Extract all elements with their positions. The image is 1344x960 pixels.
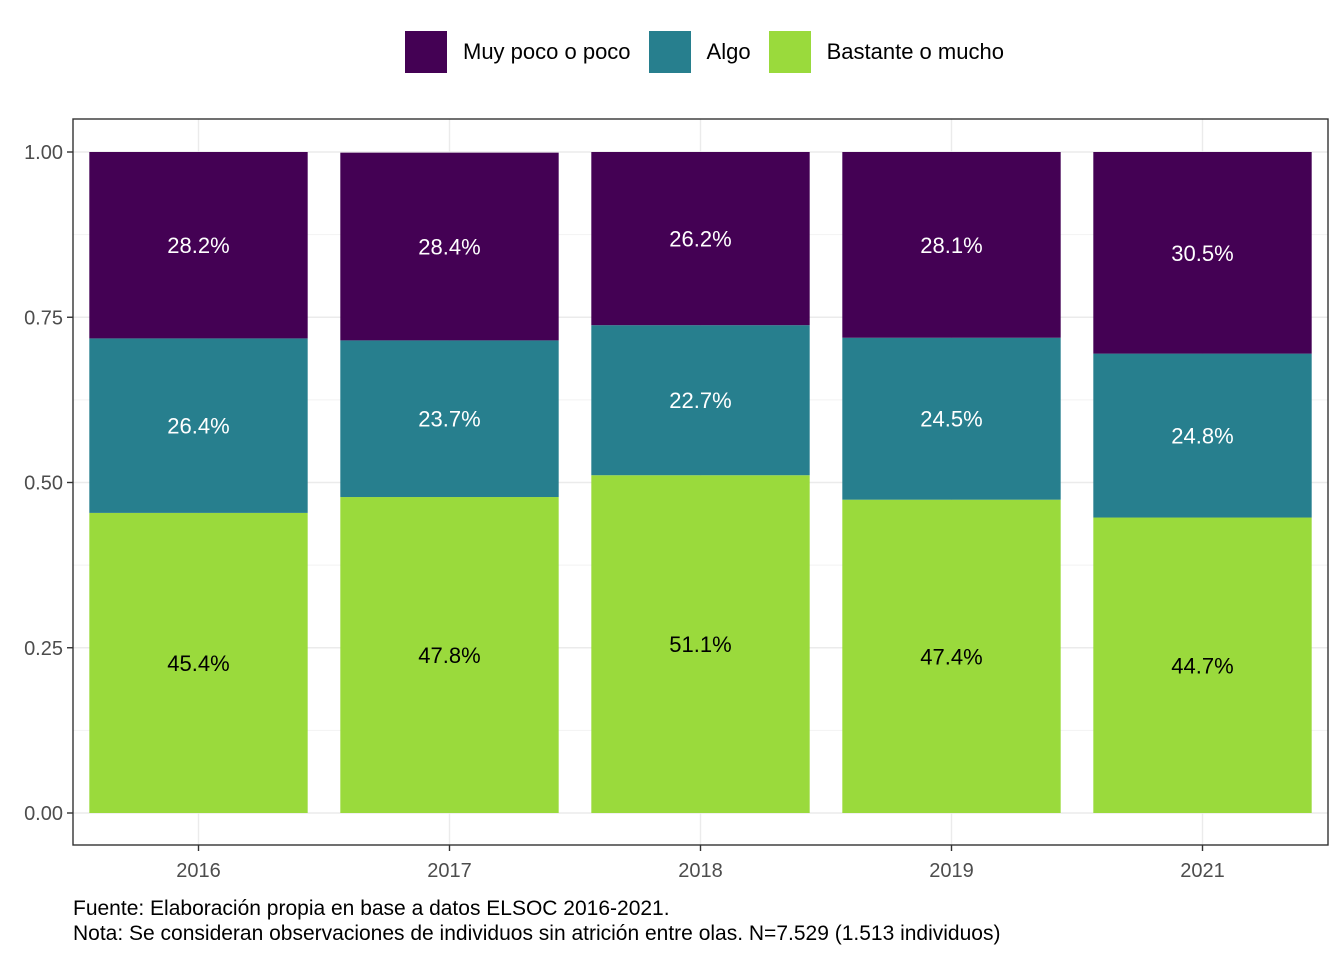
data-label-muy-poco-o-poco-2021: 30.5% <box>1171 241 1233 266</box>
legend-item-algo: Algo <box>648 31 751 73</box>
bar-muy-poco-o-poco-2017 <box>340 152 559 341</box>
data-label-muy-poco-o-poco-2018: 26.2% <box>669 227 731 252</box>
data-label-bastante-o-mucho-2016: 45.4% <box>167 651 229 676</box>
data-label-algo-2017: 23.7% <box>418 407 480 432</box>
data-label-algo-2018: 22.7% <box>669 388 731 413</box>
data-label-bastante-o-mucho-2019: 47.4% <box>920 644 982 669</box>
bar-bastante-o-mucho-2018 <box>591 475 810 813</box>
x-tick-label: 2019 <box>929 860 974 882</box>
data-label-algo-2021: 24.8% <box>1171 424 1233 449</box>
legend-label-muy-poco-o-poco: Muy poco o poco <box>463 39 631 64</box>
data-label-algo-2016: 26.4% <box>167 414 229 439</box>
y-tick-label: 0.50 <box>24 473 63 495</box>
caption-note: Nota: Se consideran observaciones de ind… <box>73 922 1001 945</box>
bar-muy-poco-o-poco-2018 <box>591 152 810 326</box>
chart-legend: Muy poco o poco Algo Bastante o mucho <box>405 30 1022 74</box>
data-label-bastante-o-mucho-2021: 44.7% <box>1171 653 1233 678</box>
chart-caption: Fuente: Elaboración propia en base a dat… <box>73 896 1000 946</box>
legend-item-muy-poco-o-poco: Muy poco o poco <box>405 31 631 73</box>
bar-algo-2016 <box>89 338 308 513</box>
bar-bastante-o-mucho-2016 <box>89 512 308 813</box>
x-tick-label: 2016 <box>176 860 221 882</box>
bar-algo-2021 <box>1093 353 1312 518</box>
data-label-bastante-o-mucho-2017: 47.8% <box>418 643 480 668</box>
stacked-bar-chart: 45.4% 26.4% 28.2% 47.8% 23.7% 28.4% 51.1% 22.7%… <box>24 118 1329 882</box>
x-tick-label: 2018 <box>678 860 723 882</box>
x-tick-label: 2021 <box>1180 860 1225 882</box>
data-label-bastante-o-mucho-2018: 51.1% <box>669 632 731 657</box>
bar-muy-poco-o-poco-2019 <box>842 152 1061 338</box>
x-tick-label: 2017 <box>427 860 472 882</box>
y-tick-label: 0.00 <box>24 803 63 825</box>
data-label-muy-poco-o-poco-2019: 28.1% <box>920 233 982 258</box>
bar-bastante-o-mucho-2019 <box>842 499 1061 813</box>
legend-label-algo: Algo <box>706 39 751 64</box>
bar-algo-2017 <box>340 340 559 498</box>
legend-key-bastante-o-mucho <box>768 31 811 73</box>
bar-algo-2019 <box>842 337 1061 500</box>
y-tick-label: 1.00 <box>24 142 63 164</box>
legend-key-muy-poco-o-poco <box>405 31 447 73</box>
bar-muy-poco-o-poco-2016 <box>89 152 308 339</box>
legend-key-algo <box>648 31 691 73</box>
caption-source: Fuente: Elaboración propia en base a dat… <box>73 897 670 920</box>
bar-algo-2018 <box>591 325 810 476</box>
data-label-muy-poco-o-poco-2017: 28.4% <box>418 235 480 260</box>
legend-item-bastante-o-mucho: Bastante o mucho <box>768 31 1004 73</box>
legend-label-bastante-o-mucho: Bastante o mucho <box>826 39 1004 64</box>
bar-bastante-o-mucho-2017 <box>340 497 559 813</box>
y-tick-label: 0.75 <box>24 307 63 329</box>
bar-muy-poco-o-poco-2021 <box>1093 152 1312 354</box>
bar-bastante-o-mucho-2021 <box>1093 517 1312 813</box>
data-label-algo-2019: 24.5% <box>920 407 982 432</box>
y-tick-label: 0.25 <box>24 638 63 660</box>
data-label-muy-poco-o-poco-2016: 28.2% <box>167 233 229 258</box>
